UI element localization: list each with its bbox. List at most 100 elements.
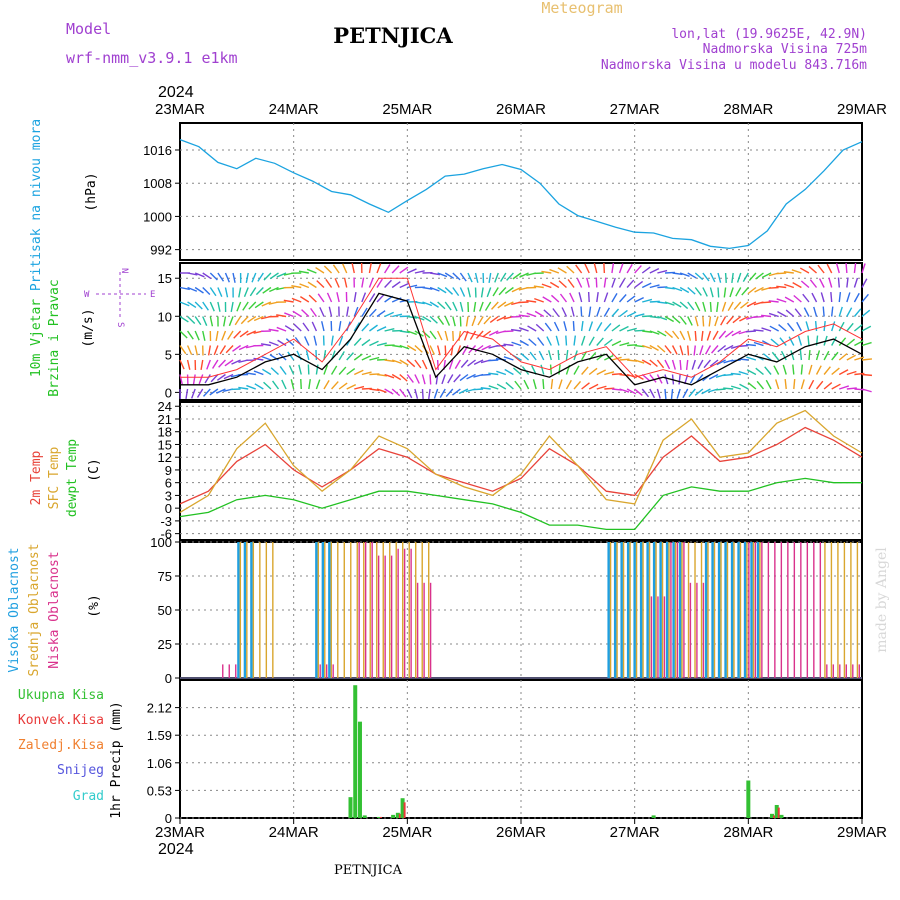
wind-barb	[234, 316, 242, 326]
wind-barb	[511, 341, 522, 347]
wind-barb	[231, 359, 241, 365]
wind-barb	[263, 272, 272, 281]
wind-barb	[323, 364, 329, 375]
wind-barb	[305, 350, 310, 361]
wind-barb	[488, 359, 499, 362]
wind-barb	[429, 286, 440, 292]
wind-barb	[437, 272, 448, 278]
wind-barb	[203, 388, 211, 397]
compass-s: S	[115, 322, 125, 327]
wind-barb	[307, 281, 317, 289]
legend-grad: Grad	[73, 789, 104, 804]
wind-barb	[687, 345, 690, 356]
wind-barb	[549, 281, 560, 289]
wind-barb	[619, 388, 630, 393]
temp-line-0	[179, 426, 863, 505]
precip-bar-total	[774, 804, 779, 818]
wind-barb	[452, 388, 461, 396]
wind-barb	[768, 300, 779, 303]
wind-barb	[687, 316, 693, 326]
wind-barb	[679, 359, 682, 371]
wind-barb	[253, 357, 264, 361]
wind-barb	[535, 323, 545, 332]
wind-barb	[687, 330, 692, 341]
wind-barb	[755, 367, 764, 376]
wind-barb	[209, 388, 219, 396]
wind-barb	[474, 272, 479, 283]
wind-barb	[745, 330, 756, 333]
wind-barb	[694, 272, 704, 281]
wind-barb	[503, 356, 514, 361]
wind-barb	[323, 380, 330, 390]
wind-barb	[452, 301, 458, 312]
wind-barb	[603, 323, 612, 332]
wind-barb	[526, 299, 537, 303]
wind-barb	[634, 359, 645, 364]
wind-barb	[300, 296, 310, 303]
wind-barb	[747, 382, 757, 390]
y-tick-label-wind: 10	[158, 309, 172, 324]
wind-barb	[687, 286, 696, 295]
wind-barb	[441, 374, 446, 385]
wind-barb	[657, 301, 668, 305]
wind-barb	[611, 293, 618, 303]
wind-barb	[496, 370, 507, 376]
wind-barb	[649, 268, 660, 274]
wind-barb	[444, 301, 452, 311]
wind-barb	[679, 345, 684, 356]
wind-barb	[846, 387, 857, 390]
wind-barb	[596, 306, 601, 317]
wind-barb	[679, 286, 690, 294]
wind-barb	[238, 287, 242, 298]
wind-barb	[717, 344, 727, 353]
wind-barb	[566, 265, 575, 274]
wind-barb	[407, 330, 417, 336]
wind-barb	[321, 321, 325, 332]
wind-barb	[802, 293, 810, 303]
wind-barb	[569, 292, 575, 303]
wind-barb	[399, 282, 410, 289]
wind-barb	[444, 345, 447, 356]
wind-barb	[284, 312, 294, 318]
wind-barb	[376, 326, 387, 332]
wind-barb	[202, 272, 212, 280]
wind-speed-line	[180, 292, 863, 386]
wind-barb	[428, 388, 431, 400]
wind-barb	[361, 339, 371, 347]
pressure-line	[179, 138, 863, 250]
cloud-ylabel-2: Srednja Oblacnost	[27, 543, 42, 676]
wind-barb	[557, 267, 567, 274]
precip-bar-total	[357, 721, 362, 818]
wind-barb	[238, 386, 249, 390]
wind-barb	[453, 374, 461, 383]
wind-barb	[218, 359, 226, 368]
wind-barb	[414, 359, 422, 369]
wind-barb	[439, 388, 446, 399]
wind-barb	[626, 388, 637, 395]
wind-barb	[242, 301, 249, 311]
wind-barb	[328, 306, 333, 317]
wind-barb	[384, 311, 394, 318]
wind-barb	[682, 388, 689, 399]
wind-barb	[626, 279, 635, 288]
wind-barb	[209, 301, 215, 312]
wind-barb	[800, 280, 810, 289]
precip-bar-total	[353, 685, 358, 818]
wind-barb	[187, 330, 194, 340]
wind-barb	[429, 301, 439, 308]
wind-barb	[800, 379, 805, 390]
wind-barb	[488, 330, 499, 336]
wind-barb	[361, 277, 365, 288]
wind-barb	[452, 272, 461, 281]
x-tick-label-bottom: 26MAR	[496, 824, 546, 841]
model-elevation-label: Nadmorska Visina u modelu 843.716m	[601, 58, 867, 73]
wind-barb	[368, 308, 377, 317]
wind-barb	[475, 330, 484, 339]
wind-barb	[791, 269, 802, 274]
legend-zaledj: Zaledj.Kisa	[18, 738, 104, 753]
wind-barb	[202, 301, 209, 311]
wind-barb	[452, 316, 456, 327]
precip-bar-total	[376, 816, 381, 818]
wind-barb	[784, 283, 795, 289]
wind-barb	[512, 367, 522, 376]
